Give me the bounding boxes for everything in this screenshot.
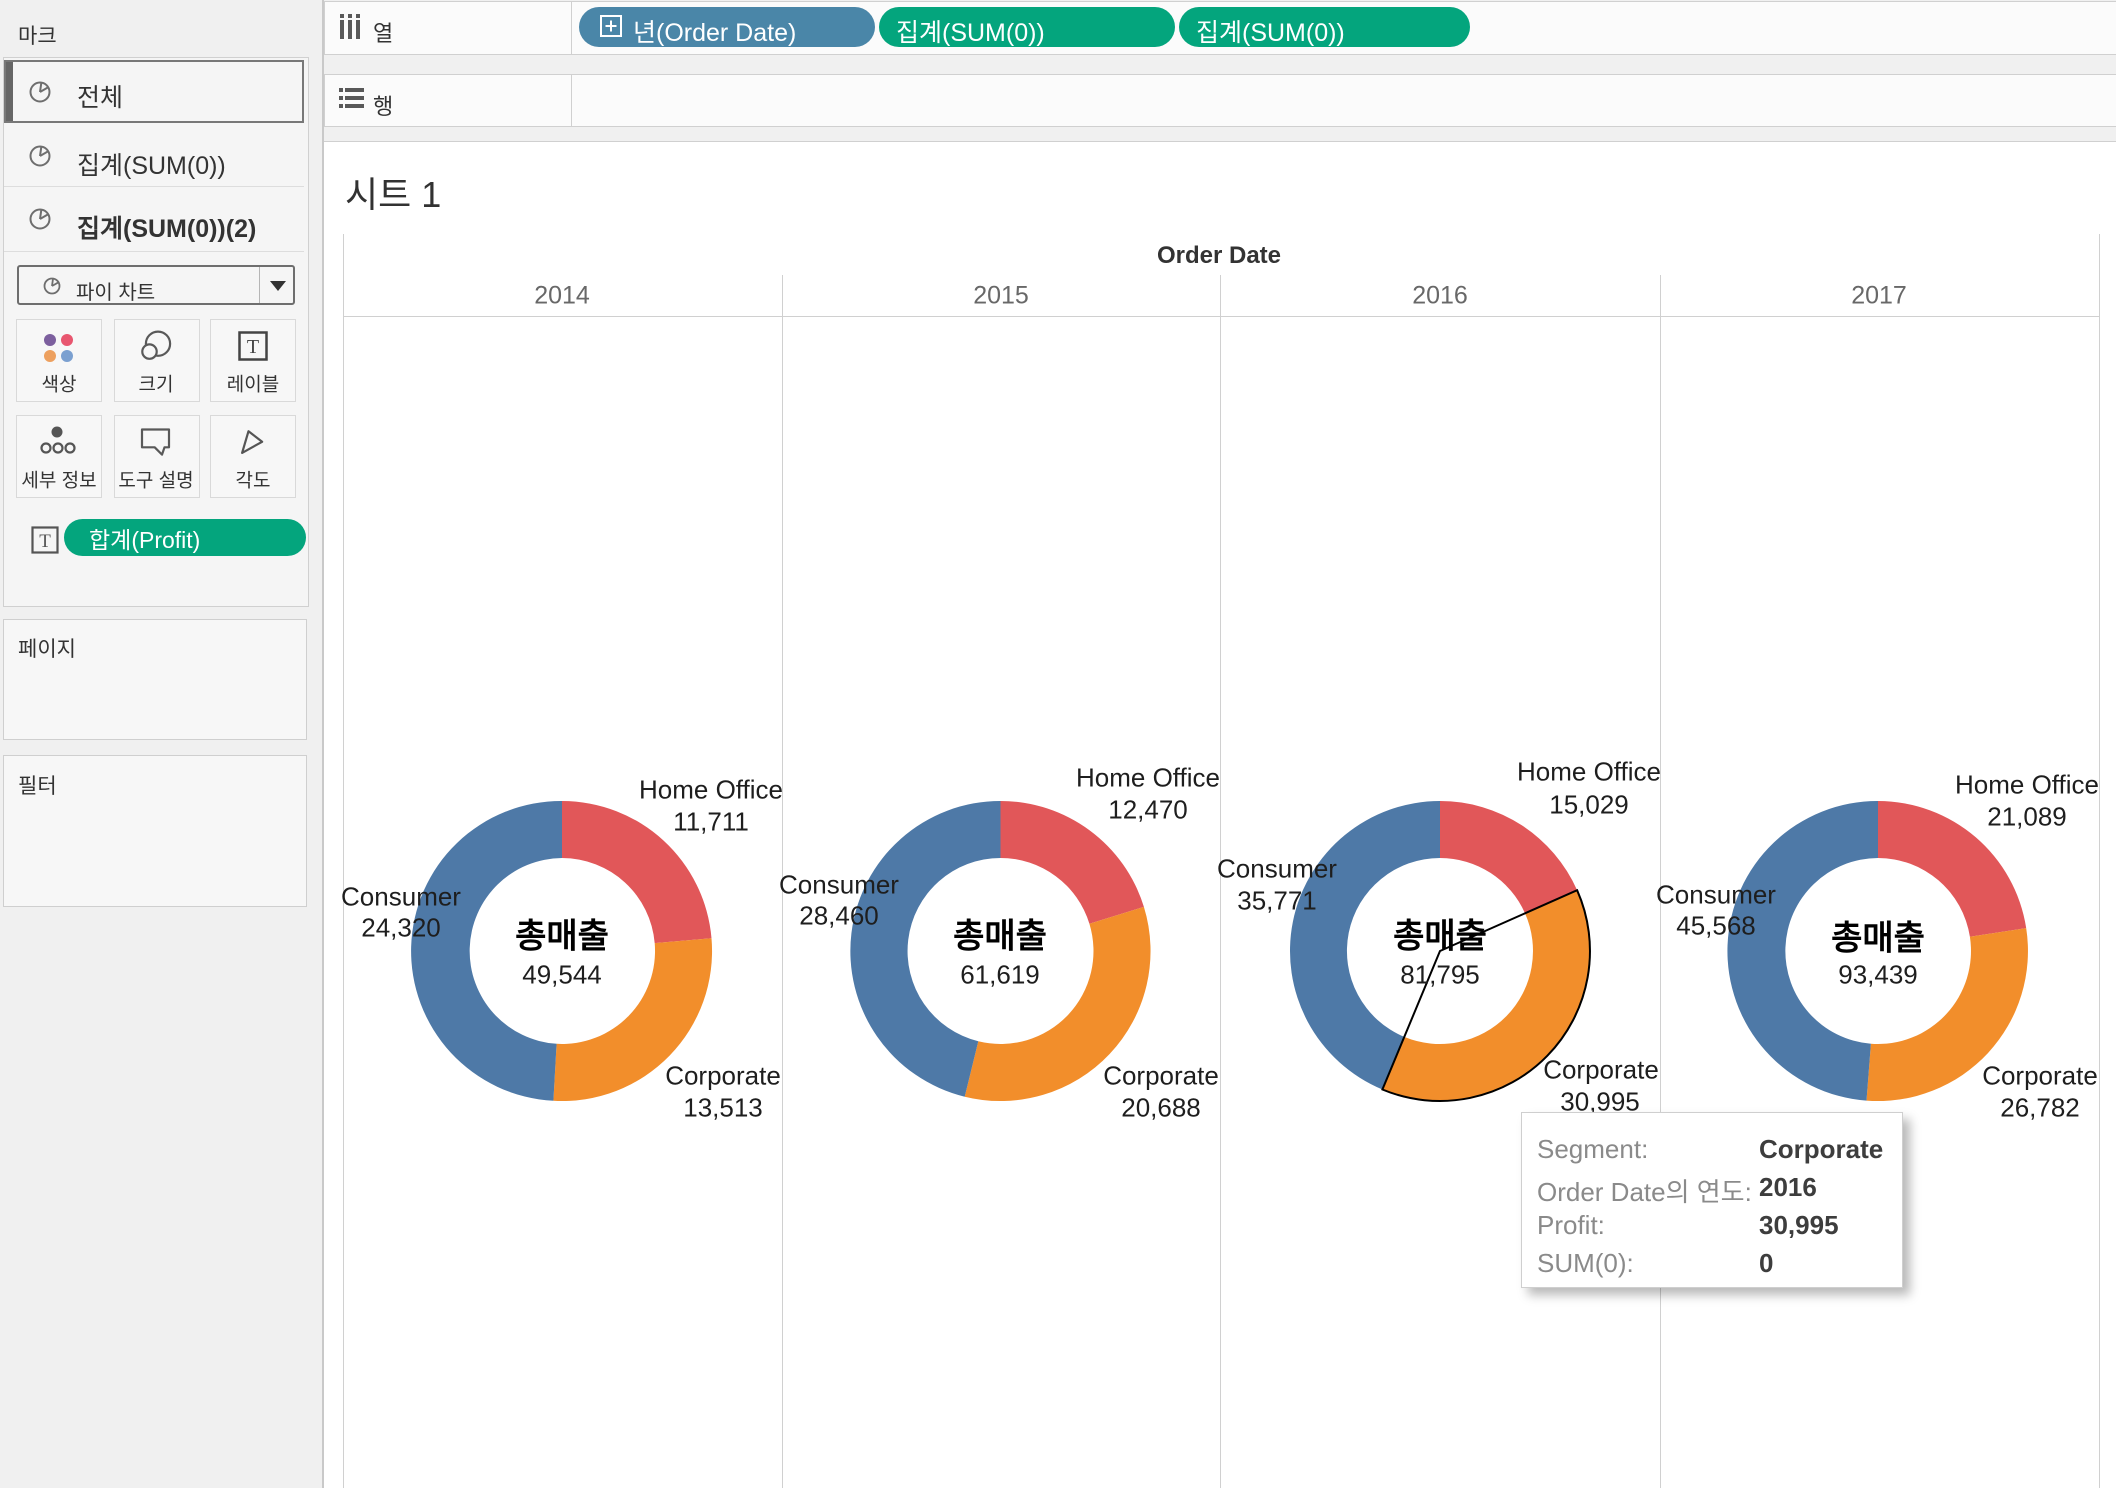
- svg-text:T: T: [39, 531, 51, 552]
- svg-text:T: T: [247, 336, 259, 358]
